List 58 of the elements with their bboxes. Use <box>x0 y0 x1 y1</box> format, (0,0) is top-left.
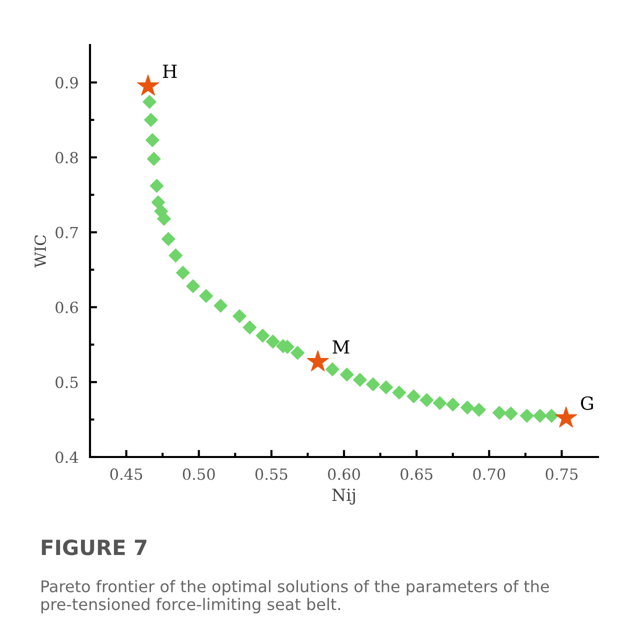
point <box>432 396 447 410</box>
point <box>472 402 486 417</box>
point <box>142 94 156 109</box>
annotation: G <box>580 396 593 410</box>
point <box>520 408 534 423</box>
y-tick-label: 0.6 <box>56 302 78 314</box>
point <box>325 362 340 376</box>
point <box>290 346 304 360</box>
point <box>150 178 164 193</box>
point <box>256 328 270 343</box>
point <box>232 309 246 324</box>
y-tick-label: 0.8 <box>56 152 78 164</box>
x-tick-label: 0.45 <box>110 468 142 480</box>
point <box>420 393 434 408</box>
point <box>555 406 578 428</box>
point <box>266 334 280 349</box>
point <box>199 289 214 303</box>
y-tick-label: 0.9 <box>56 76 78 88</box>
x-tick-label: 0.75 <box>546 468 578 480</box>
point <box>504 406 518 420</box>
x-tick-label: 0.55 <box>255 468 288 480</box>
point <box>242 320 257 334</box>
x-tick-label: 0.65 <box>400 468 432 480</box>
point <box>137 74 160 96</box>
point <box>353 372 367 387</box>
y-tick-label: 0.7 <box>56 226 78 238</box>
point <box>533 408 547 423</box>
point <box>340 368 354 382</box>
point <box>460 400 474 414</box>
point <box>406 389 421 404</box>
point <box>366 377 380 392</box>
caption: FIGURE 7 <box>42 540 146 556</box>
point <box>379 380 394 394</box>
point <box>186 279 200 294</box>
x-tick-label: 0.70 <box>473 468 506 480</box>
point <box>146 152 161 166</box>
point <box>176 266 190 280</box>
x-tick-label: 0.50 <box>182 468 215 480</box>
text: Pareto frontier of the optimal solutions of the parameters of the pre-tensioned force-limiting seat belt. <box>41 580 549 614</box>
point <box>157 212 171 226</box>
y-tick-label: 0.4 <box>56 451 78 464</box>
x-axis-title: Nij <box>332 488 355 505</box>
point <box>544 408 558 423</box>
point <box>306 350 329 372</box>
point <box>161 232 176 246</box>
point <box>492 406 506 420</box>
annotation: M <box>332 340 350 354</box>
point <box>145 133 160 148</box>
point <box>144 112 158 127</box>
annotation: H <box>162 64 177 78</box>
point <box>151 195 166 210</box>
x-tick-label: 0.60 <box>328 468 360 480</box>
y-tick-label: 0.5 <box>56 376 78 388</box>
point <box>168 248 183 262</box>
point <box>214 298 228 313</box>
point <box>392 386 406 400</box>
point <box>446 398 460 412</box>
y-axis-title: WIC <box>34 235 46 268</box>
